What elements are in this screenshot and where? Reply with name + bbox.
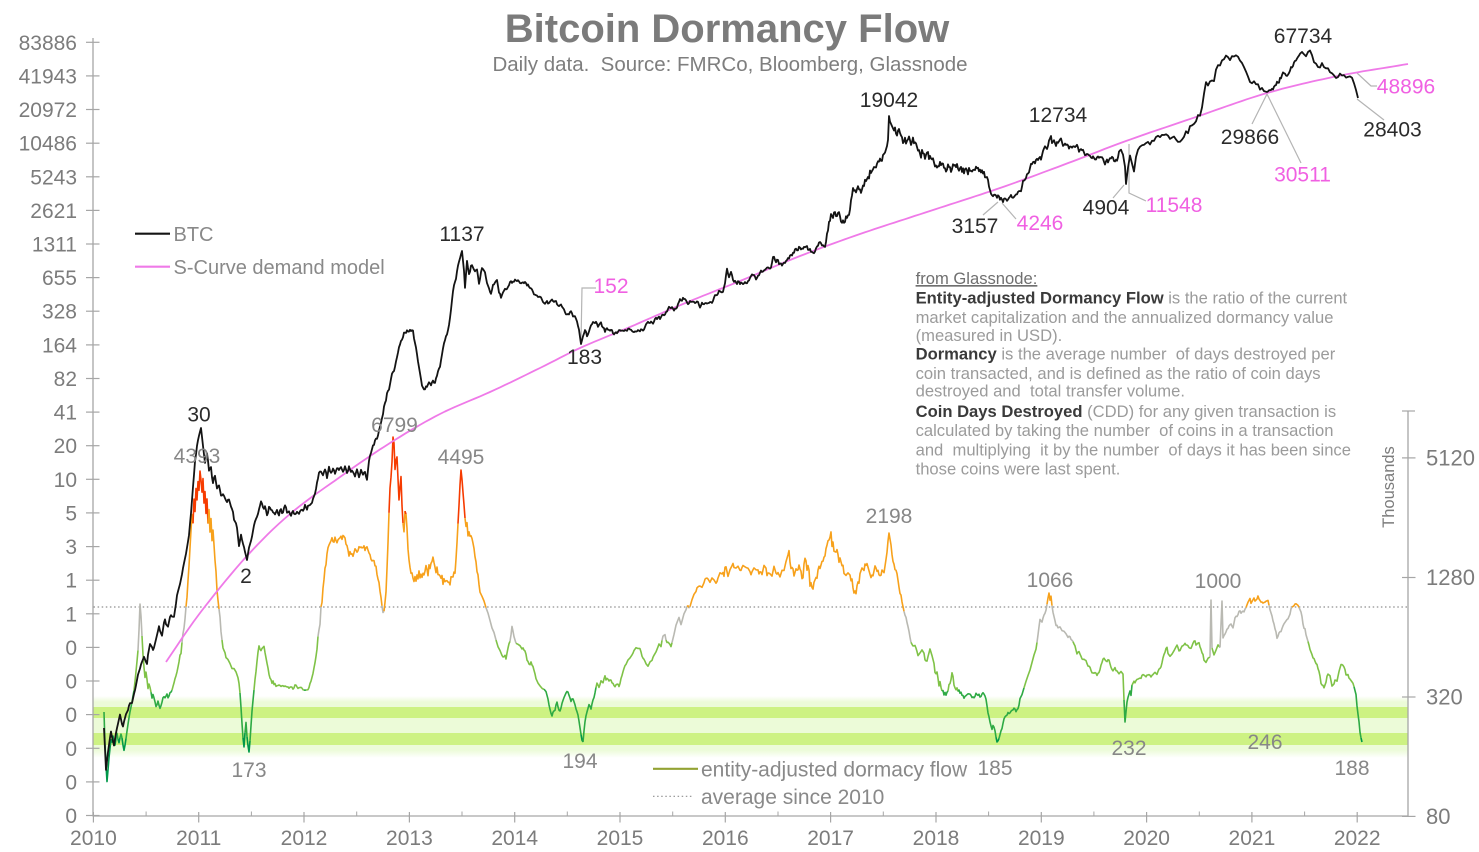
svg-text:29866: 29866 — [1221, 126, 1279, 149]
svg-text:0: 0 — [65, 637, 77, 660]
svg-text:188: 188 — [1334, 757, 1369, 780]
svg-text:Daily data. Source: FMRCo, Bl: Daily data. Source: FMRCo, Bloomberg, Gl… — [492, 53, 967, 76]
svg-text:6799: 6799 — [371, 414, 418, 437]
svg-text:2017: 2017 — [807, 827, 854, 850]
svg-text:Entity-adjusted Dormancy Flow: Entity-adjusted Dormancy Flow is the rat… — [916, 288, 1348, 307]
svg-text:185: 185 — [977, 757, 1012, 780]
svg-text:2018: 2018 — [913, 827, 960, 850]
svg-text:246: 246 — [1247, 731, 1282, 754]
svg-text:0: 0 — [65, 738, 77, 761]
svg-text:164: 164 — [42, 334, 77, 357]
svg-text:183: 183 — [567, 346, 602, 369]
svg-text:1137: 1137 — [439, 223, 484, 246]
svg-text:calculated by taking the numbe: calculated by taking the number of coins… — [916, 421, 1334, 440]
svg-text:41943: 41943 — [19, 65, 77, 88]
svg-text:2: 2 — [240, 565, 252, 588]
svg-text:Thousands: Thousands — [1380, 446, 1398, 528]
svg-text:1280: 1280 — [1426, 565, 1475, 590]
svg-text:BTC: BTC — [174, 224, 214, 246]
svg-text:2015: 2015 — [597, 827, 644, 850]
svg-text:48896: 48896 — [1377, 76, 1435, 99]
svg-text:30: 30 — [187, 404, 210, 427]
svg-text:3: 3 — [65, 536, 77, 559]
svg-text:20972: 20972 — [19, 99, 77, 122]
svg-text:4246: 4246 — [1017, 212, 1064, 235]
svg-text:2010: 2010 — [70, 827, 117, 850]
svg-text:80: 80 — [1426, 804, 1450, 829]
svg-text:0: 0 — [65, 805, 77, 828]
svg-text:4393: 4393 — [174, 445, 221, 468]
svg-text:655: 655 — [42, 267, 77, 290]
svg-text:5243: 5243 — [30, 166, 77, 189]
svg-text:83886: 83886 — [19, 32, 77, 55]
svg-text:(measured in USD).: (measured in USD). — [916, 326, 1063, 345]
svg-text:10486: 10486 — [19, 133, 77, 156]
svg-text:4904: 4904 — [1083, 197, 1130, 220]
svg-text:5: 5 — [65, 502, 77, 525]
svg-text:19042: 19042 — [860, 89, 918, 112]
svg-text:from Glassnode:: from Glassnode: — [916, 269, 1038, 288]
svg-text:5120: 5120 — [1426, 445, 1475, 470]
svg-text:82: 82 — [54, 368, 77, 391]
svg-text:2022: 2022 — [1334, 827, 1381, 850]
svg-text:0: 0 — [65, 704, 77, 727]
svg-text:3157: 3157 — [952, 215, 999, 238]
svg-text:0: 0 — [65, 771, 77, 794]
svg-text:152: 152 — [593, 275, 628, 298]
svg-text:Coin Days Destroyed (CDD) for: Coin Days Destroyed (CDD) for any given … — [916, 402, 1337, 421]
svg-text:11548: 11548 — [1146, 194, 1203, 217]
svg-text:232: 232 — [1111, 737, 1146, 760]
svg-text:1311: 1311 — [32, 234, 77, 257]
svg-text:12734: 12734 — [1029, 104, 1088, 127]
svg-text:2011: 2011 — [176, 827, 221, 850]
svg-text:2198: 2198 — [866, 505, 913, 528]
svg-text:173: 173 — [231, 759, 266, 782]
svg-text:2020: 2020 — [1123, 827, 1170, 850]
svg-text:1: 1 — [65, 570, 77, 593]
svg-text:41: 41 — [54, 402, 77, 425]
svg-text:2016: 2016 — [702, 827, 749, 850]
svg-text:1: 1 — [65, 603, 77, 626]
svg-text:destroyed and total transfer: destroyed and total transfer volume. — [916, 382, 1185, 401]
svg-text:30511: 30511 — [1274, 164, 1331, 187]
svg-text:320: 320 — [1426, 685, 1463, 710]
svg-text:average since 2010: average since 2010 — [701, 786, 884, 809]
svg-text:2021: 2021 — [1229, 827, 1276, 850]
svg-text:2012: 2012 — [281, 827, 328, 850]
svg-text:Bitcoin Dormancy Flow: Bitcoin Dormancy Flow — [505, 7, 950, 51]
svg-text:Dormancy is the average number: Dormancy is the average number of days d… — [916, 344, 1336, 363]
svg-text:1066: 1066 — [1027, 569, 1074, 592]
svg-text:67734: 67734 — [1274, 25, 1333, 48]
svg-text:2621: 2621 — [30, 200, 77, 223]
svg-text:coin transacted, and is define: coin transacted, and is defined as the r… — [916, 364, 1321, 383]
svg-text:10: 10 — [54, 469, 77, 492]
svg-text:those coins were last spent.: those coins were last spent. — [916, 460, 1121, 479]
svg-text:entity-adjusted dormacy flow: entity-adjusted dormacy flow — [701, 759, 968, 782]
svg-text:328: 328 — [42, 301, 77, 324]
svg-text:1000: 1000 — [1195, 570, 1242, 593]
svg-text:20: 20 — [54, 435, 77, 458]
svg-text:market capitalization and the: market capitalization and the annualized… — [916, 308, 1334, 327]
svg-text:2014: 2014 — [491, 827, 538, 850]
svg-text:2013: 2013 — [386, 827, 433, 850]
svg-text:S-Curve demand model: S-Curve demand model — [174, 257, 385, 279]
svg-text:and multiplying it by the nu: and multiplying it by the number of days… — [916, 441, 1351, 460]
svg-text:4495: 4495 — [438, 446, 485, 469]
svg-text:194: 194 — [562, 750, 597, 773]
svg-text:0: 0 — [65, 671, 77, 694]
svg-text:28403: 28403 — [1363, 119, 1421, 142]
svg-text:2019: 2019 — [1018, 827, 1065, 850]
